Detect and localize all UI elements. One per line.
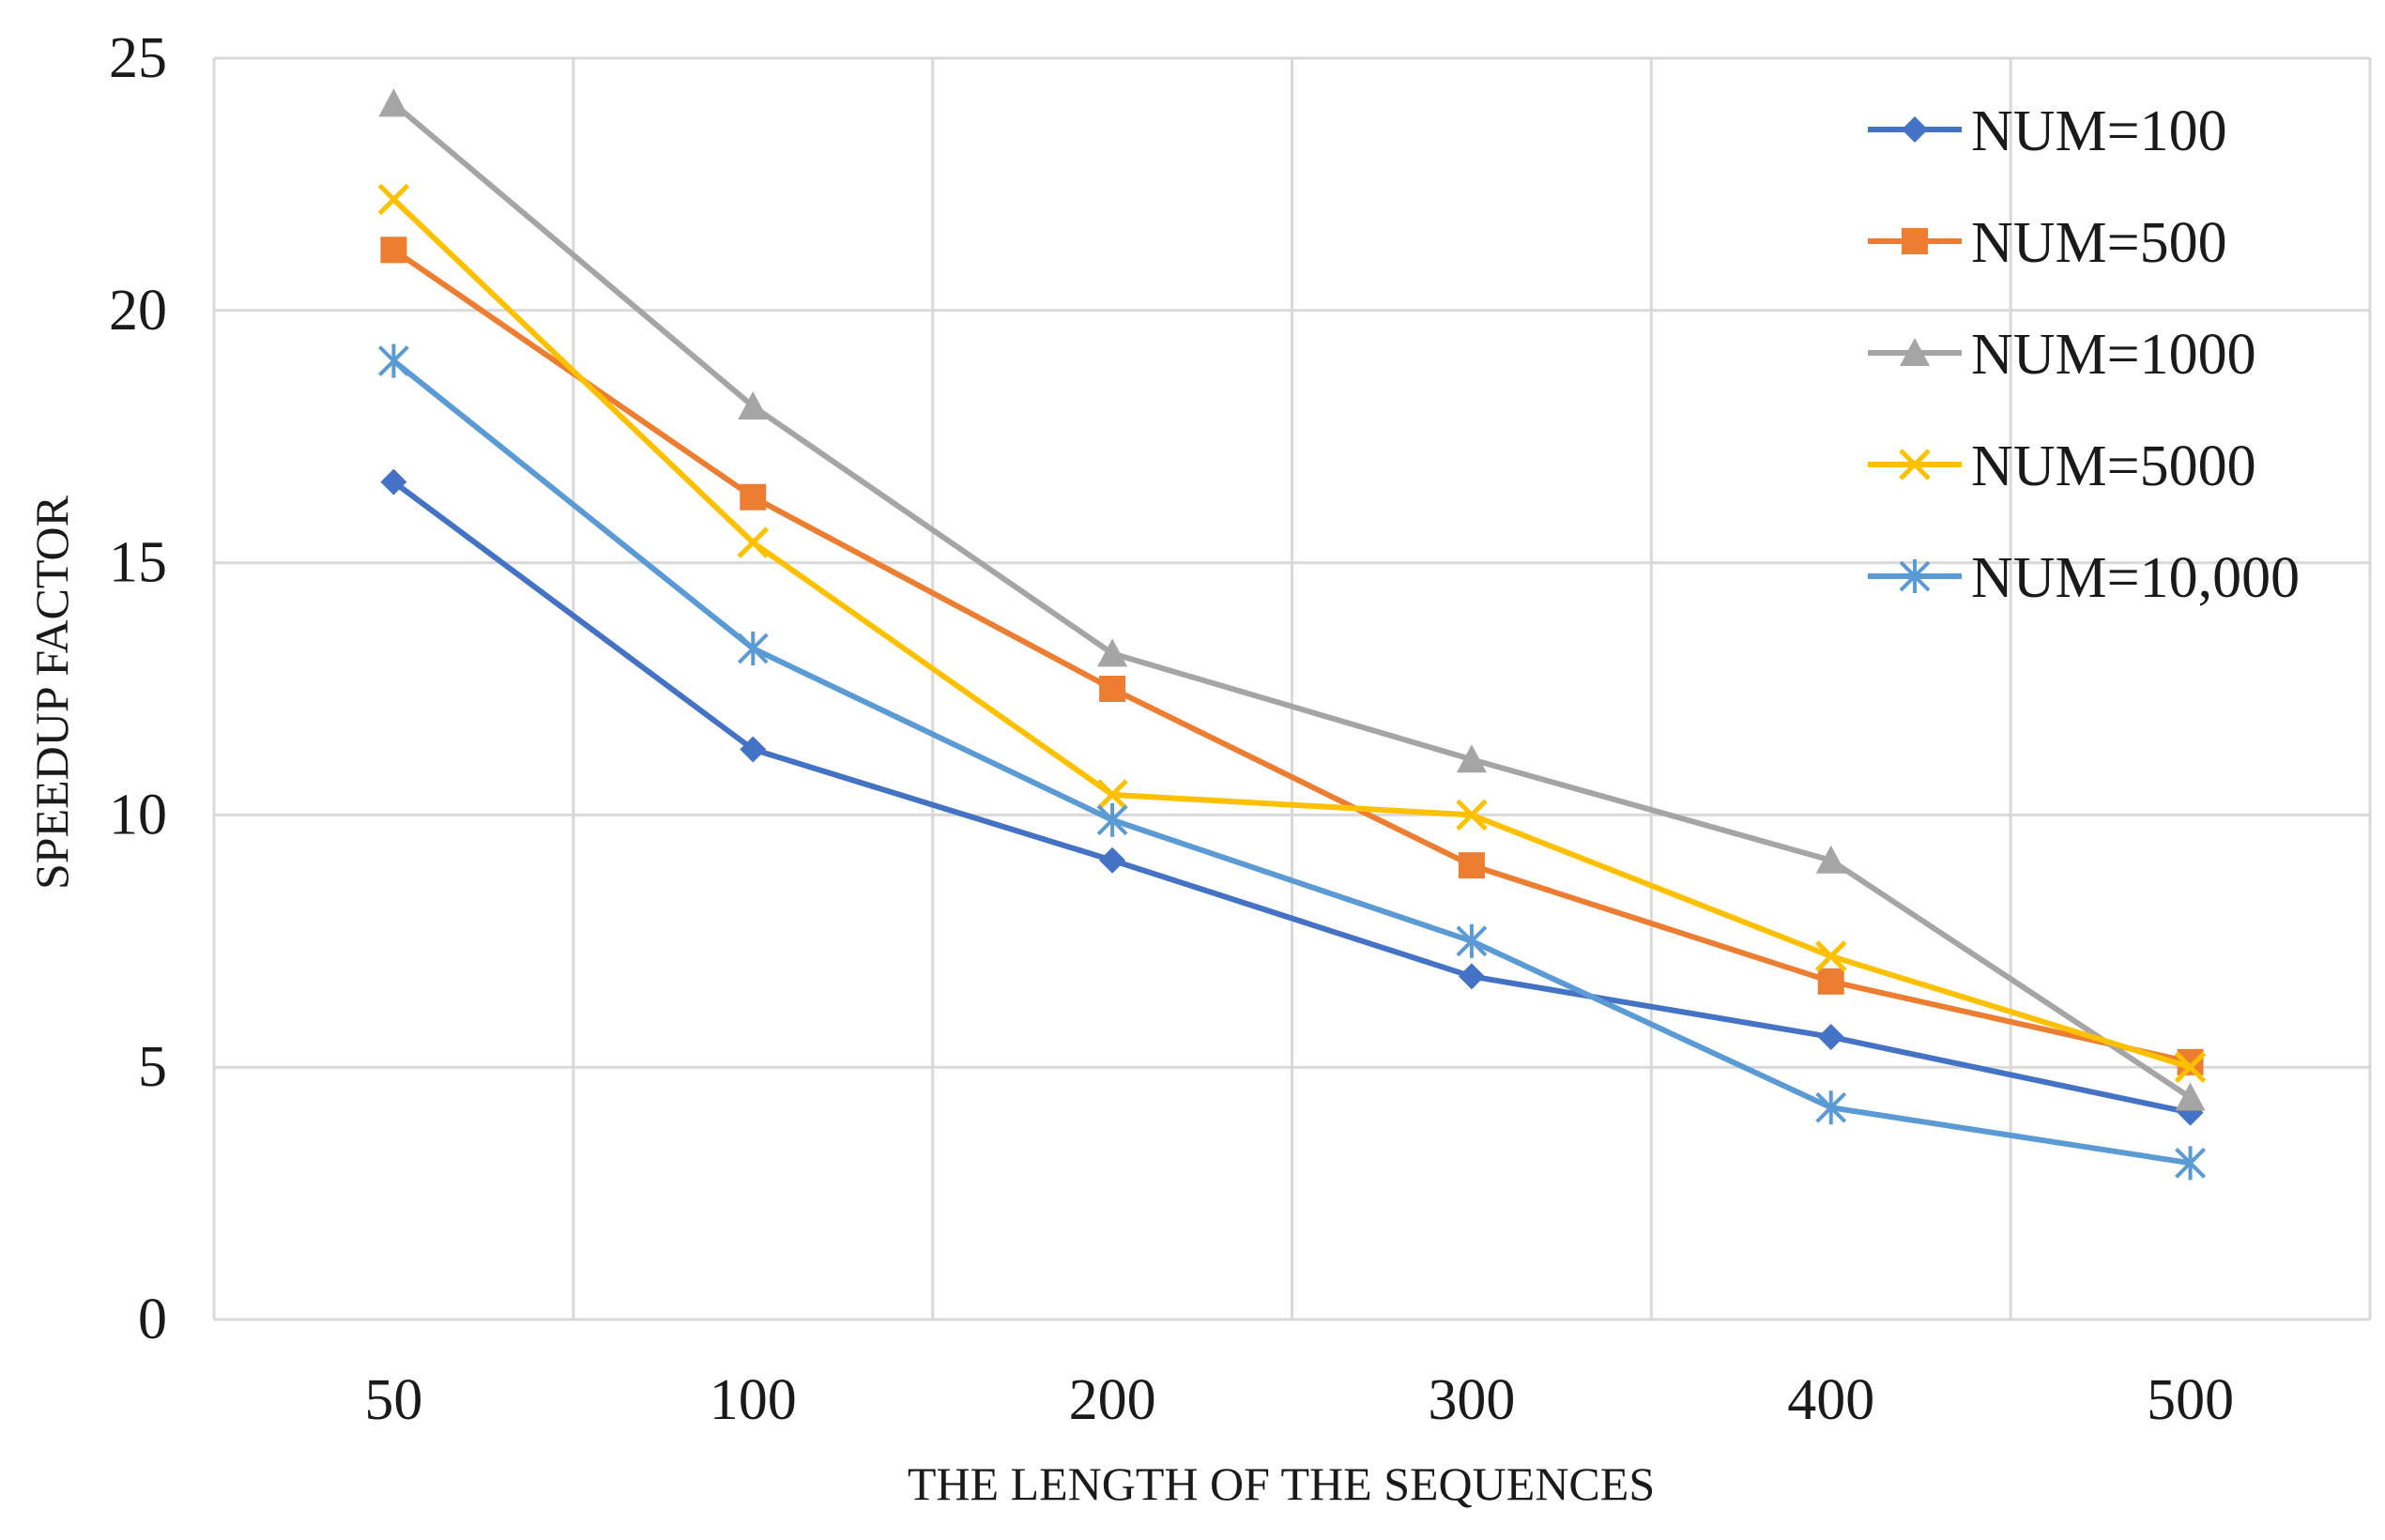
legend-label: NUM=100 [1971,99,2227,163]
data-point [740,483,767,511]
series-NUM=100 [380,468,2204,1126]
data-point [740,736,767,763]
legend-item: NUM=1000 [1868,323,2256,387]
y-axis-title: SPEEDUP FACTOR [25,495,78,890]
data-point [2175,1082,2206,1111]
data-point [1456,799,1488,831]
y-tick-label: 20 [109,279,167,343]
y-tick-label: 0 [138,1288,167,1351]
data-point [1456,923,1488,958]
x-tick-label: 200 [1069,1368,1156,1432]
data-point [1099,676,1126,702]
data-point [2174,1051,2207,1083]
data-point [380,468,407,496]
legend-item: NUM=500 [1868,211,2227,275]
data-point [1458,963,1485,990]
data-point [737,526,770,558]
y-tick-label: 15 [109,531,167,595]
data-point [2175,1146,2206,1181]
data-point [737,631,769,665]
data-point [1097,638,1128,667]
y-tick-label: 25 [109,26,167,90]
legend-marker [1902,116,1928,143]
x-axis-title: THE LENGTH OF THE SEQUENCES [908,1457,1655,1510]
series-line [391,197,2192,1071]
data-point [1815,845,1846,874]
legend-label: NUM=5000 [1971,435,2256,498]
series-line [391,480,2192,1116]
data-point [1817,968,1844,995]
x-tick-label: 300 [1428,1368,1515,1432]
series-lines [377,88,2207,1181]
axes: 0 5 10 15 20 25 50 100 200 300 400 500 [109,26,2234,1432]
x-tick-label: 500 [2147,1368,2234,1432]
y-tick-label: 10 [109,783,167,846]
series-NUM=5000 [377,183,2207,1083]
data-point [1458,852,1485,879]
data-point [738,390,769,419]
legend-marker [1902,228,1928,254]
data-point [378,343,409,378]
grid [212,56,2372,1321]
x-tick-label: 100 [710,1368,797,1432]
legend-marker [1899,449,1931,480]
data-point [1096,779,1128,811]
data-point [1456,744,1487,773]
legend-item: NUM=10,000 [1868,546,2300,610]
series-line [391,101,2193,1100]
data-point [1096,802,1128,837]
series-line [391,247,2192,1065]
data-point [380,236,407,264]
data-point [377,183,410,216]
legend-item: NUM=100 [1868,99,2227,163]
legend-label: NUM=500 [1971,211,2227,275]
series-NUM=1000 [378,88,2206,1111]
legend: NUM=100 NUM=500 NUM=1000 NUM=5000 NUM=10,000 [1868,99,2300,610]
legend-marker [1900,338,1930,366]
series-line [391,358,2192,1166]
data-point [1817,1023,1844,1050]
series-NUM=500 [380,236,2204,1075]
x-tick-label: 50 [364,1368,422,1432]
legend-label: NUM=1000 [1971,323,2256,387]
series-NUM=10,000 [378,343,2206,1181]
data-point [1815,1090,1847,1125]
legend-marker [1899,559,1931,593]
data-point [1099,846,1126,874]
y-tick-label: 5 [138,1035,167,1099]
data-point [1814,940,1847,972]
data-point [378,88,409,117]
x-tick-label: 400 [1787,1368,1874,1432]
legend-label: NUM=10,000 [1971,546,2300,610]
legend-item: NUM=5000 [1868,435,2256,498]
